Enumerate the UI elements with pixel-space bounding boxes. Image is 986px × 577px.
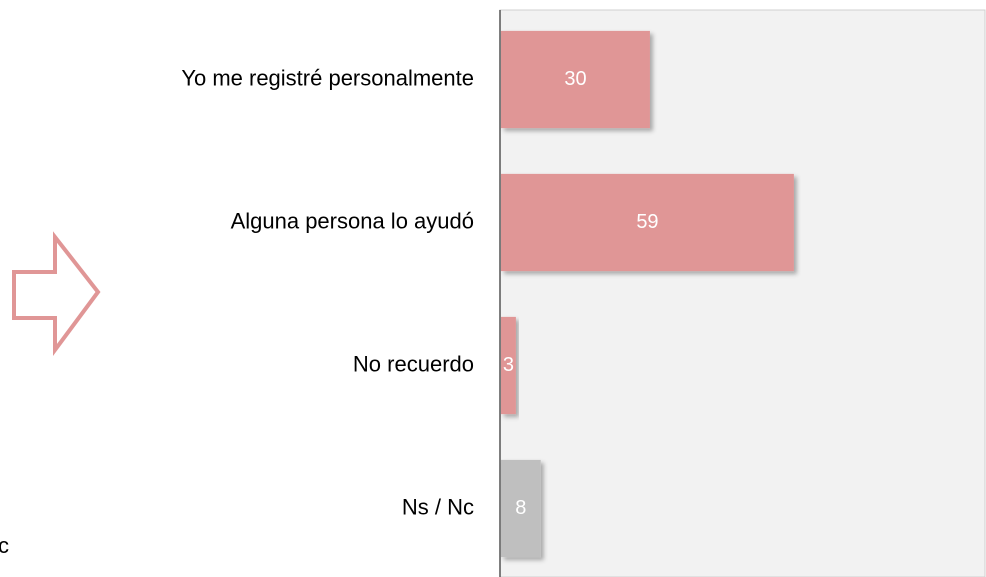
bar [501,173,794,272]
category-label: No recuerdo [353,351,474,376]
category-label: Alguna persona lo ayudó [231,208,474,233]
value-label: 30 [564,68,586,90]
value-label: 59 [636,211,658,233]
value-label: 3 [503,354,514,376]
note: c [0,533,9,558]
bar [501,316,516,415]
arrow-icon [12,231,101,357]
category-label: Yo me registré personalmente [181,65,474,90]
category-label: Ns / Nc [402,494,474,519]
bar [501,459,541,558]
bar [501,30,650,129]
value-label: 8 [515,497,526,519]
